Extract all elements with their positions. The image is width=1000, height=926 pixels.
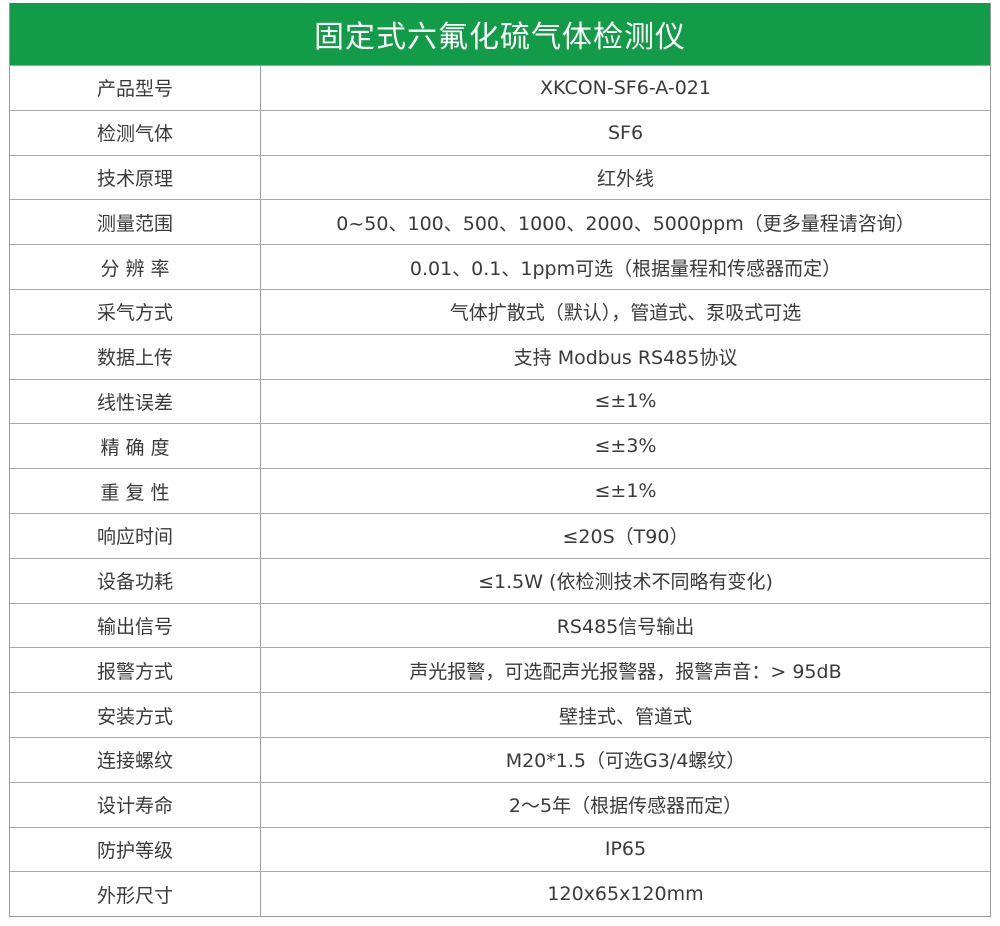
table-title: 固定式六氟化硫气体检测仪 <box>10 3 990 65</box>
row-label: 安装方式 <box>10 693 261 737</box>
table-row: 报警方式 声光报警，可选配声光报警器，报警声音：> 95dB <box>10 647 990 693</box>
table-row: 采气方式 气体扩散式（默认），管道式、泵吸式可选 <box>10 288 990 334</box>
row-value: ≤±1% <box>594 390 657 413</box>
row-label: 精 确 度 <box>10 424 261 469</box>
row-label: 输出信号 <box>10 603 261 648</box>
row-value: SF6 <box>607 121 644 144</box>
row-value: RS485信号输出 <box>556 615 695 638</box>
table-row: 输出信号 RS485信号输出 <box>10 602 990 648</box>
table-row: 检测气体 SF6 <box>10 109 990 155</box>
table-row: 设备功耗 ≤1.5W (依检测技术不同略有变化) <box>10 557 990 603</box>
row-value: IP65 <box>604 838 647 861</box>
row-value: M20*1.5（可选G3/4螺纹） <box>505 750 746 773</box>
row-label: 测量范围 <box>10 200 261 245</box>
row-value: ≤20S（T90） <box>562 526 689 549</box>
table-body: 产品型号 XKCON-SF6-A-021 检测气体 SF6 技术原理 红外线测量范围 0~5… <box>10 65 990 917</box>
row-label: 线性误差 <box>10 379 261 424</box>
table-row: 分 辨 率 0.01、0.1、1ppm可选（根据量程和传感器而定） <box>10 244 990 289</box>
row-label: 设计寿命 <box>10 782 261 827</box>
row-label: 技术原理 <box>10 155 261 200</box>
table-row: 响应时间 ≤20S（T90） <box>10 512 990 558</box>
table-row: 重 复 性 ≤±1% <box>10 468 990 513</box>
row-value: 气体扩散式（默认），管道式、泵吸式可选 <box>449 302 802 325</box>
row-label: 设备功耗 <box>10 558 261 603</box>
row-value: 红外线 <box>596 167 654 190</box>
table-row: 数据上传 支持 Modbus RS485协议 <box>10 333 990 379</box>
row-label: 防护等级 <box>10 827 261 872</box>
table-row: 产品型号 XKCON-SF6-A-021 <box>10 65 990 110</box>
row-value: XKCON-SF6-A-021 <box>540 76 711 99</box>
row-value: 声光报警，可选配声光报警器，报警声音：> 95dB <box>409 660 842 683</box>
table-row: 连接螺纹 M20*1.5（可选G3/4螺纹） <box>10 736 990 782</box>
table-row: 外形尺寸 120x65x120mm <box>10 871 990 917</box>
spec-table: 固定式六氟化硫气体检测仪 产品型号 XKCON-SF6-A-021 检测气体 SF6 技… <box>9 3 991 918</box>
row-label: 外形尺寸 <box>10 872 261 917</box>
row-label: 采气方式 <box>10 289 261 334</box>
table-row: 精 确 度 ≤±3% <box>10 423 990 469</box>
table-row: 设计寿命 2～5年（根据传感器而定） <box>10 781 990 827</box>
row-label: 重 复 性 <box>10 469 261 513</box>
table-row: 线性误差 ≤±1% <box>10 378 990 424</box>
row-value: 支持 Modbus RS485协议 <box>513 347 738 370</box>
row-value: ≤±3% <box>594 435 657 458</box>
row-label: 检测气体 <box>10 110 261 155</box>
table-row: 技术原理 红外线 <box>10 154 990 200</box>
row-label: 连接螺纹 <box>10 737 261 782</box>
row-value: 壁挂式、管道式 <box>558 705 692 728</box>
row-label: 响应时间 <box>10 513 261 558</box>
table-row: 安装方式 壁挂式、管道式 <box>10 692 990 737</box>
table-row: 测量范围 0~50、100、500、1000、2000、5000ppm（更多量程请… <box>10 199 990 245</box>
row-label: 分 辨 率 <box>10 245 261 289</box>
row-value: 120x65x120mm <box>547 883 704 906</box>
row-label: 数据上传 <box>10 334 261 379</box>
row-value: ≤1.5W (依检测技术不同略有变化) <box>478 571 773 594</box>
row-value: 0.01、0.1、1ppm可选（根据量程和传感器而定） <box>409 257 842 280</box>
row-value: 0~50、100、500、1000、2000、5000ppm（更多量程请咨询） <box>336 212 915 235</box>
row-value: 2～5年（根据传感器而定） <box>508 795 743 818</box>
row-label: 产品型号 <box>10 66 261 110</box>
row-label: 报警方式 <box>10 648 261 693</box>
row-value: ≤±1% <box>594 480 657 503</box>
table-row: 防护等级 IP65 <box>10 826 990 872</box>
